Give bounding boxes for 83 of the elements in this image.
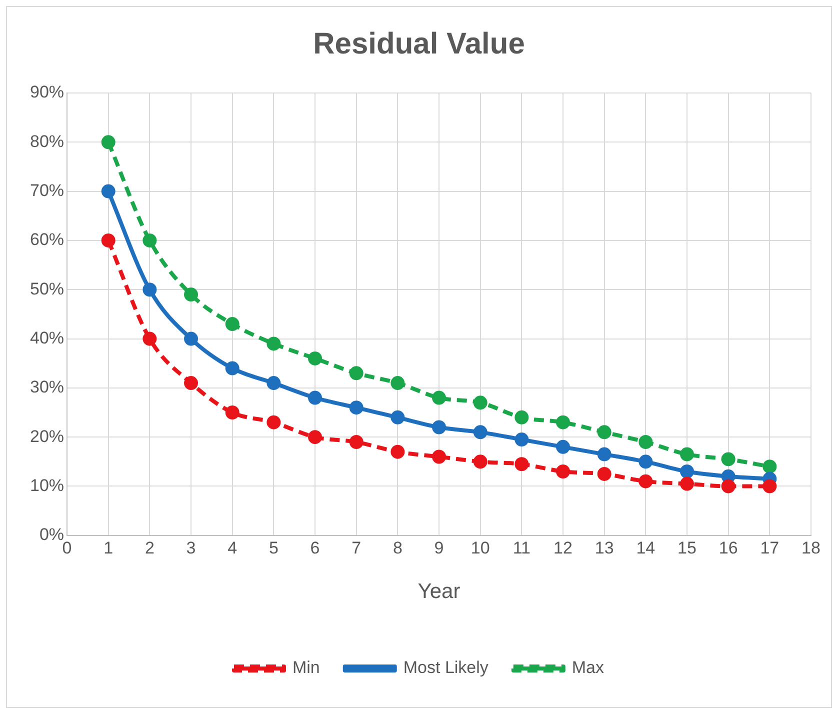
point (184, 376, 198, 390)
point (142, 233, 157, 248)
point (225, 361, 240, 376)
x-tick-label: 18 (802, 538, 820, 558)
point (142, 332, 157, 346)
point (721, 479, 736, 494)
point (266, 415, 281, 430)
x-tick-label: 7 (352, 538, 362, 558)
x-tick-label: 6 (310, 538, 320, 558)
point (514, 457, 529, 472)
point (473, 425, 488, 440)
point (349, 366, 364, 380)
x-tick-label: 5 (268, 538, 278, 558)
x-tick-label: 16 (718, 538, 738, 558)
point (514, 410, 529, 424)
legend-label: Max (572, 658, 605, 678)
point (349, 400, 364, 415)
point (225, 317, 240, 332)
point (556, 464, 570, 478)
point (597, 425, 612, 440)
point (638, 435, 653, 450)
point (390, 376, 405, 390)
y-tick-label: 80% (30, 132, 64, 151)
point (101, 233, 116, 248)
x-tick-label: 3 (186, 538, 196, 558)
x-tick-label: 11 (512, 538, 531, 558)
point (556, 415, 570, 430)
y-tick-label: 50% (30, 279, 64, 298)
point (184, 288, 198, 302)
point (597, 447, 612, 462)
point (514, 432, 529, 447)
y-tick-label: 20% (30, 426, 64, 446)
point (680, 464, 694, 478)
point (266, 376, 281, 390)
point (349, 435, 364, 450)
x-tick-label: 2 (144, 538, 154, 558)
x-tick-label: 14 (636, 538, 656, 558)
point (308, 390, 322, 405)
point (266, 336, 281, 351)
point (473, 454, 488, 469)
x-tick-label: 13 (594, 538, 614, 558)
point (184, 332, 198, 346)
point (432, 420, 446, 434)
x-tick-label: 4 (228, 538, 238, 558)
legend-label: Min (292, 658, 320, 678)
point (308, 351, 322, 366)
point (225, 406, 240, 420)
point (308, 430, 322, 444)
x-tick-label: 9 (434, 538, 444, 558)
point (432, 390, 446, 405)
x-tick-label: 12 (554, 538, 572, 558)
point (638, 454, 653, 469)
y-tick-label: 0% (39, 525, 64, 544)
y-tick-label: 90% (30, 82, 64, 102)
point (101, 135, 116, 150)
point (390, 410, 405, 424)
point (721, 452, 736, 466)
y-tick-label: 30% (30, 378, 64, 397)
point (390, 444, 405, 459)
point (680, 476, 694, 491)
point (473, 396, 488, 410)
point (142, 282, 157, 297)
point (101, 184, 116, 198)
y-tick-label: 60% (30, 230, 64, 250)
x-axis-title: Year (418, 580, 460, 604)
chart-title: Residual Value (313, 27, 525, 60)
x-tick-label: 17 (760, 538, 780, 558)
point (597, 466, 612, 481)
point (762, 460, 777, 474)
y-tick-label: 10% (30, 476, 64, 495)
x-tick-label: 1 (104, 538, 114, 558)
legend-label: Most Likely (403, 658, 489, 678)
x-tick-label: 8 (392, 538, 402, 558)
point (556, 440, 570, 454)
point (680, 447, 694, 462)
point (432, 450, 446, 464)
y-tick-label: 70% (30, 181, 64, 200)
x-tick-label: 10 (470, 538, 490, 558)
x-tick-label: 15 (678, 538, 696, 558)
x-tick-label: 0 (62, 538, 72, 558)
y-tick-label: 40% (30, 328, 64, 348)
point (638, 474, 653, 488)
point (762, 479, 777, 494)
